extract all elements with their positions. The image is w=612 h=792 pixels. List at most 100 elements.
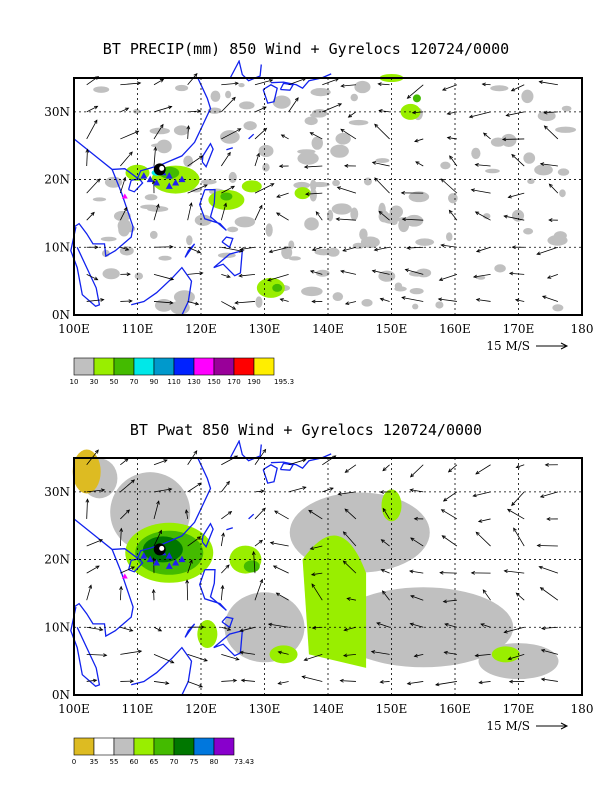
wind-vector-head: [540, 677, 546, 682]
wind-vector-head: [374, 123, 379, 128]
precip-area-light: [501, 133, 517, 147]
wind-vector-shaft: [322, 78, 339, 86]
wind-vector-head: [230, 185, 236, 190]
wind-vector-shaft: [476, 246, 491, 252]
precip-area-light: [490, 85, 509, 92]
pwat-area-dry: [72, 449, 101, 494]
coastline: [201, 522, 214, 548]
wind-vector-shaft: [541, 649, 558, 655]
wind-vector-shaft: [153, 459, 168, 466]
wind-vector-head: [404, 268, 409, 273]
wind-vector-head: [475, 298, 481, 302]
wind-vector-head: [203, 184, 208, 188]
wind-vector-head: [260, 489, 265, 494]
wind-vector-head: [123, 206, 128, 212]
wind-vector-shaft: [439, 273, 458, 281]
wind-vector-shaft: [507, 509, 525, 520]
precip-area-light: [92, 197, 107, 202]
precip-area-light: [552, 304, 564, 312]
colorbar-label: 170: [227, 378, 240, 386]
wind-vector-head: [263, 127, 268, 132]
wind-vector-head: [501, 137, 507, 142]
longitude-tick-label: 170E: [503, 702, 535, 716]
wind-vector-head: [448, 209, 453, 214]
wind-vector-head: [227, 511, 233, 515]
wind-vector-shaft: [239, 273, 256, 277]
pwat-area-65: [243, 560, 260, 573]
wind-vector-shaft: [480, 623, 491, 628]
wind-vector-shaft: [268, 623, 289, 628]
wind-vector-head: [200, 625, 205, 629]
wind-vector-shaft: [443, 491, 458, 502]
wind-vector-head: [503, 629, 508, 634]
wind-vector-head: [503, 214, 508, 219]
coastline: [213, 249, 244, 277]
wind-vector-shaft: [221, 626, 231, 631]
wind-vector-shaft: [401, 297, 424, 302]
wind-vector-shaft: [444, 651, 457, 655]
colorbar-swatch: [93, 737, 115, 756]
wind-vector-head: [505, 113, 510, 117]
wind-vector-head: [344, 163, 349, 168]
wind-vector-head: [168, 487, 173, 492]
wind-vector-head: [95, 565, 100, 570]
latitude-tick-label: 20N: [44, 173, 70, 187]
wind-vector-shaft: [185, 509, 189, 520]
wind-vector-head: [193, 72, 198, 78]
wind-vector-shaft: [153, 681, 169, 684]
wind-vector-head: [409, 473, 415, 478]
map-frame: [73, 77, 583, 316]
wind-vector-head: [193, 450, 198, 455]
wind-vector-shaft: [276, 592, 289, 601]
wind-vector-head: [474, 211, 480, 216]
wind-vector-head: [226, 480, 230, 486]
wind-vector-head: [277, 650, 282, 655]
precip-area-heavy: [272, 283, 283, 292]
wind-vector-shaft: [475, 531, 491, 547]
wind-vector-shaft: [254, 128, 267, 140]
wind-vector-shaft: [86, 105, 98, 113]
precip-area-light: [190, 188, 202, 193]
wind-vector-shaft: [221, 301, 236, 310]
wind-vector-shaft: [312, 626, 323, 629]
coastline: [184, 243, 196, 258]
gyre-location-marker: [178, 555, 186, 563]
wind-vector-head: [203, 658, 208, 662]
coastline: [127, 558, 144, 573]
wind-vector-shaft: [276, 192, 289, 198]
precip-area-light: [288, 256, 301, 261]
wind-vector-head: [344, 469, 349, 473]
wind-vector-head: [199, 155, 204, 160]
wind-vector-shaft: [412, 111, 424, 114]
coastline: [213, 629, 244, 657]
wind-vector-head: [100, 488, 106, 493]
wind-vector-head: [311, 299, 316, 304]
precip-area-light: [330, 144, 349, 158]
precip-area-light: [262, 163, 270, 172]
wind-vector-head: [157, 627, 163, 632]
wind-vector-head: [188, 202, 193, 207]
tropical-cyclone-eye: [159, 545, 165, 551]
precip-area-light: [234, 216, 256, 228]
colorbar-swatch: [193, 357, 215, 376]
wind-vector-head: [302, 486, 307, 490]
wind-vector-shaft: [382, 508, 390, 520]
wind-vector-shaft: [153, 106, 172, 113]
wind-vector-head: [122, 176, 127, 182]
wind-vector-head: [277, 681, 282, 685]
precip-area-light: [476, 275, 486, 280]
wind-vector-shaft: [443, 599, 457, 603]
wind-vector-head: [540, 648, 546, 653]
wind-vector-head: [223, 202, 228, 207]
wind-vector-shaft: [86, 653, 107, 656]
precip-area-heavy: [220, 192, 233, 201]
wind-vector-shaft: [153, 530, 162, 547]
wind-vector-head: [311, 247, 317, 252]
colorbar-swatch: [93, 357, 115, 376]
precip-area-light: [485, 168, 500, 174]
wind-vector-shaft: [86, 539, 103, 547]
wind-vector-head: [439, 570, 444, 575]
coastline: [70, 226, 101, 307]
precip-area-light: [412, 303, 419, 310]
wind-vector-head: [129, 628, 134, 632]
